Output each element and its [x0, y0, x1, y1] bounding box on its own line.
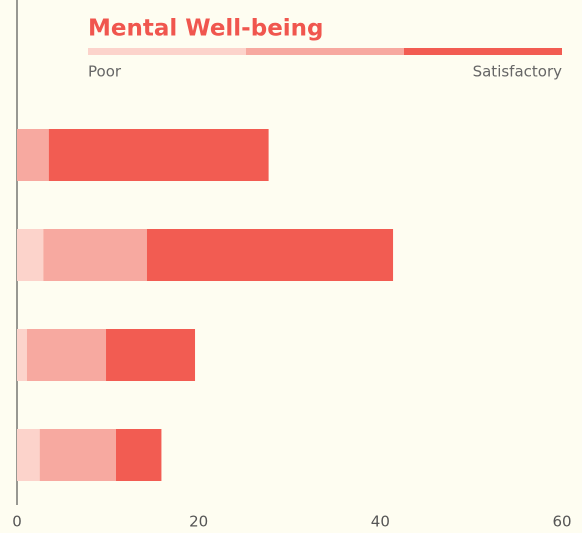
bar-segment [26, 329, 107, 381]
x-tick-label: 60 [552, 513, 571, 531]
bar-segment [106, 329, 196, 381]
x-tick-label: 0 [12, 513, 22, 531]
legend-label: Poor [88, 63, 122, 81]
bar-segment [17, 129, 49, 181]
x-tick-label: 40 [371, 513, 390, 531]
bar-segment [146, 229, 394, 281]
x-tick-label: 20 [189, 513, 208, 531]
bar-segment [17, 429, 40, 481]
bar-segment [48, 129, 269, 181]
legend-label: Satisfactory [473, 63, 563, 81]
bar-segment [39, 429, 117, 481]
chart-title: Mental Well-being [88, 16, 324, 42]
bar-segment [116, 429, 162, 481]
legend-swatch [88, 48, 246, 55]
legend-swatch [246, 48, 404, 55]
bar-segment [17, 229, 44, 281]
bar-segment [43, 229, 147, 281]
bar-segment [17, 329, 27, 381]
legend-swatch [404, 48, 562, 55]
